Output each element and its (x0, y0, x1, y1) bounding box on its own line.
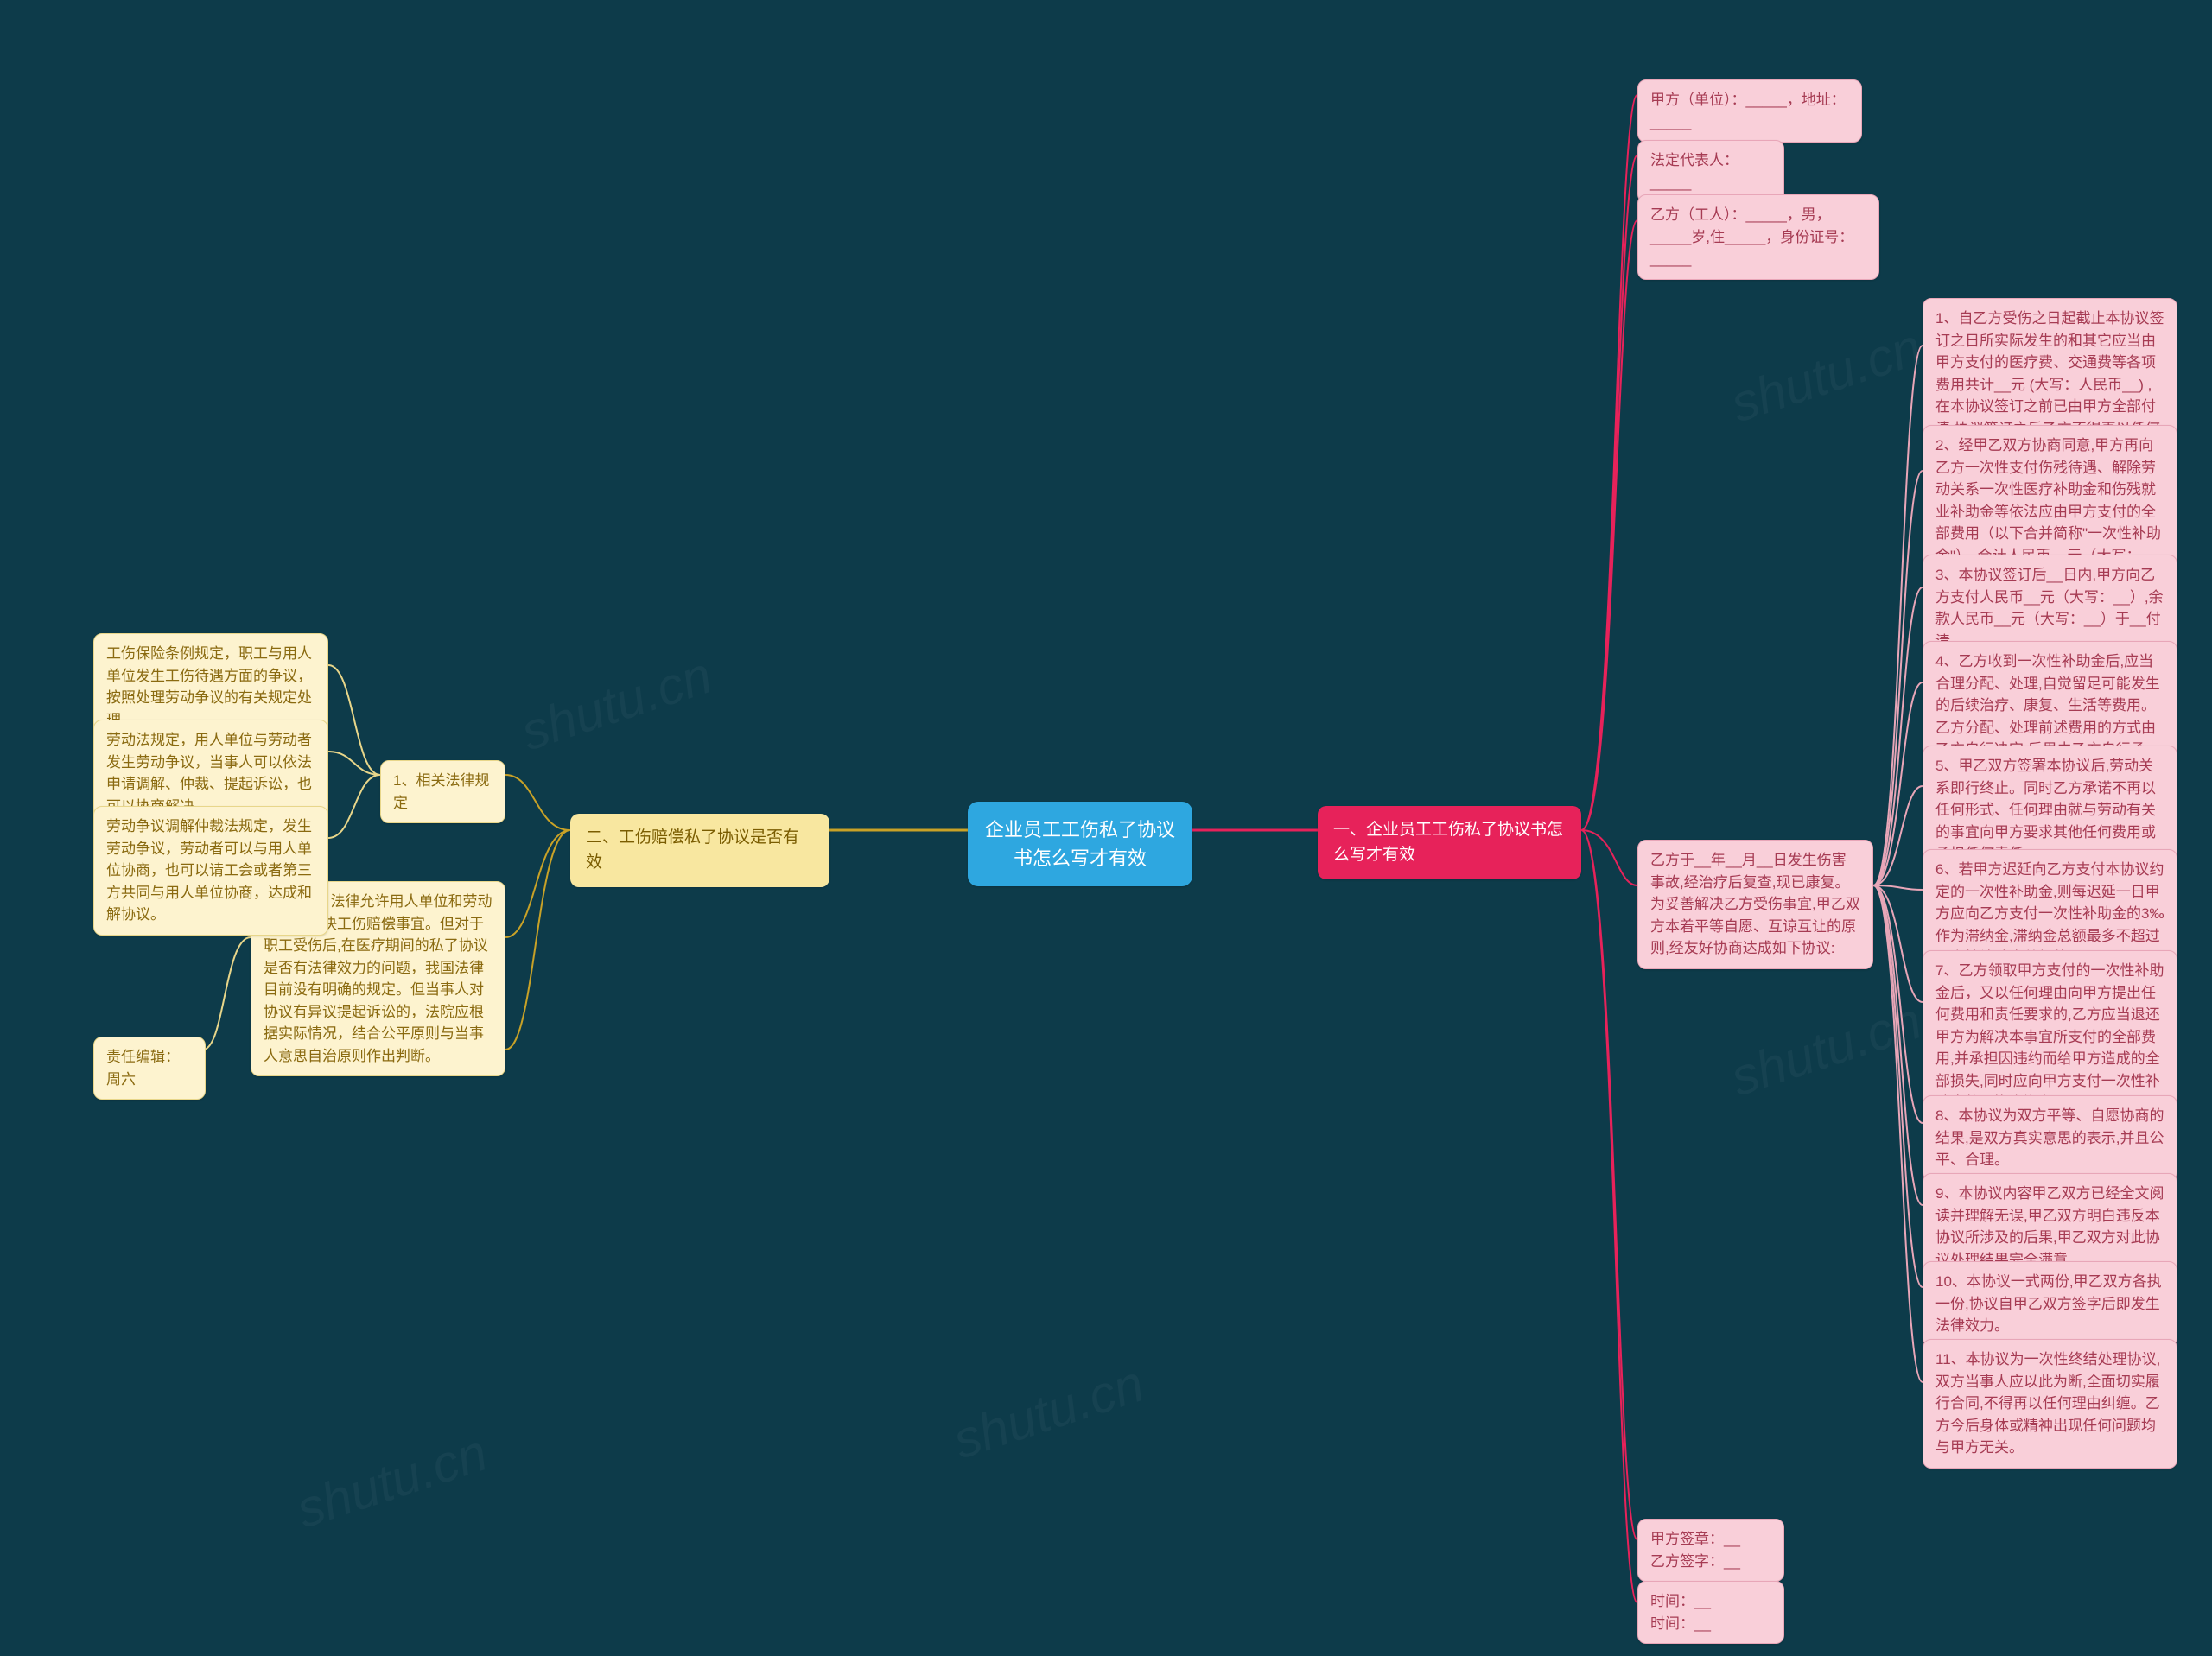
b1-preamble[interactable]: 乙方于__年__月__日发生伤害事故,经治疗后复查,现已康复。为妥善解决乙方受伤… (1637, 840, 1873, 969)
b1-signatures[interactable]: 甲方签章：__ 乙方签字：__ (1637, 1519, 1784, 1582)
b2-editor[interactable]: 责任编辑：周六 (93, 1037, 206, 1100)
watermark: shutu.cn (1724, 991, 1929, 1108)
root-node[interactable]: 企业员工工伤私了协议书怎么写才有效 (968, 802, 1192, 886)
watermark: shutu.cn (289, 1423, 494, 1540)
b2-law-heading[interactable]: 1、相关法律规定 (380, 760, 505, 823)
b2-law-3[interactable]: 劳动争议调解仲裁法规定，发生劳动争议，劳动者可以与用人单位协商，也可以请工会或者… (93, 806, 328, 936)
branch-1[interactable]: 一、企业员工工伤私了协议书怎么写才有效 (1318, 806, 1581, 879)
branch-2[interactable]: 二、工伤赔偿私了协议是否有效 (570, 814, 830, 887)
clause-10[interactable]: 10、本协议一式两份,甲乙双方各执一份,协议自甲乙双方签字后即发生法律效力。 (1923, 1261, 2177, 1347)
clause-11[interactable]: 11、本协议为一次性终结处理协议,双方当事人应以此为断,全面切实履行合同,不得再… (1923, 1339, 2177, 1469)
watermark: shutu.cn (514, 645, 719, 763)
b1-party-a[interactable]: 甲方（单位）：_____，地址：_____ (1637, 79, 1862, 143)
clause-8[interactable]: 8、本协议为双方平等、自愿协商的结果,是双方真实意思的表示,并且公平、合理。 (1923, 1095, 2177, 1181)
watermark: shutu.cn (946, 1354, 1151, 1471)
b1-dates[interactable]: 时间：__ 时间：__ (1637, 1581, 1784, 1644)
b1-party-b[interactable]: 乙方（工人）：_____，男，_____岁,住_____，身份证号：_____ (1637, 194, 1879, 280)
watermark: shutu.cn (1724, 317, 1929, 435)
